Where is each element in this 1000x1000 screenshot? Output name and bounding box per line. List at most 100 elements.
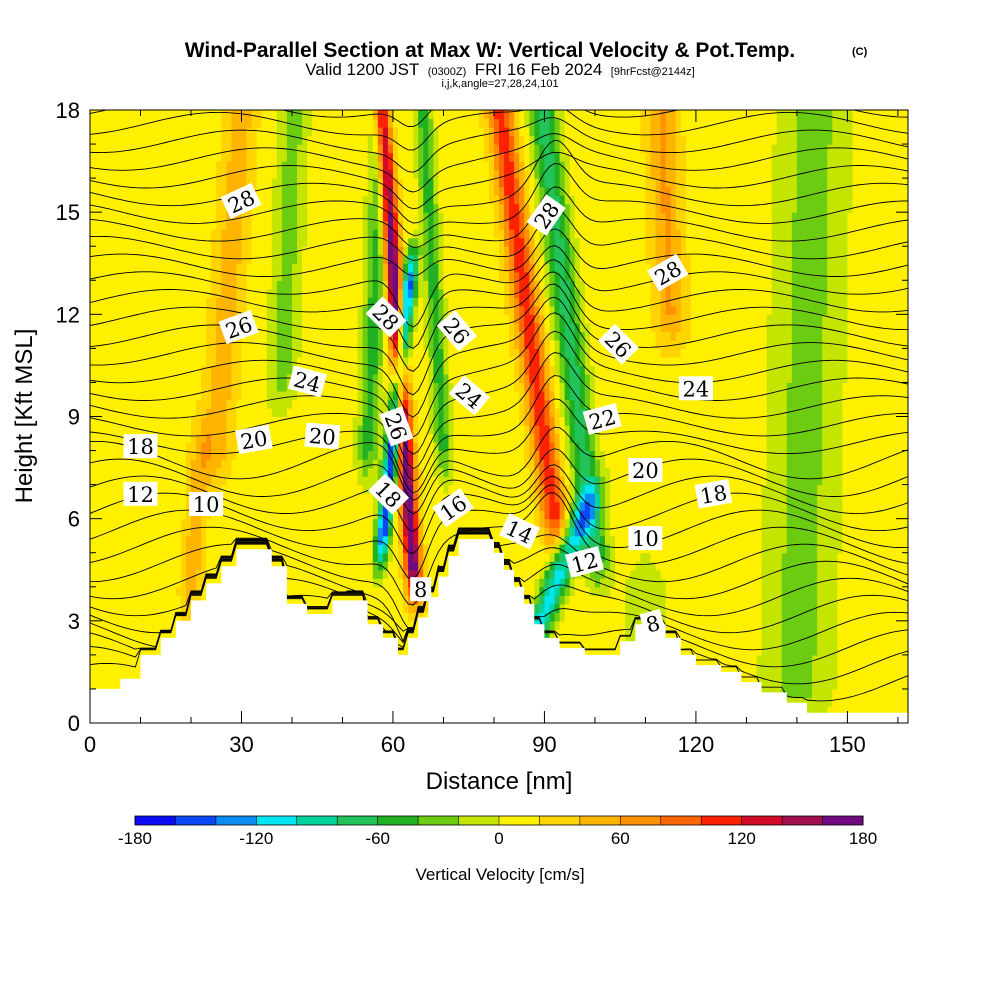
field-cell xyxy=(342,527,349,537)
field-cell xyxy=(791,467,798,477)
field-cell xyxy=(711,467,717,477)
field-cell xyxy=(827,586,833,596)
field-cell xyxy=(261,459,268,469)
field-cell xyxy=(468,476,475,486)
field-cell xyxy=(130,612,137,622)
field-cell xyxy=(564,544,571,554)
field-cell xyxy=(574,612,581,622)
field-cell xyxy=(433,535,440,545)
field-cell xyxy=(902,476,908,486)
field-cell xyxy=(271,476,278,486)
field-cell xyxy=(887,578,894,588)
field-cell xyxy=(579,476,586,486)
field-cell xyxy=(892,697,899,707)
field-cell xyxy=(751,578,758,588)
field-cell xyxy=(387,467,394,477)
field-cell xyxy=(756,501,763,511)
field-cell xyxy=(539,501,546,511)
field-cell xyxy=(382,612,389,622)
field-cell xyxy=(862,705,869,716)
field-cell xyxy=(726,646,732,656)
field-cell xyxy=(145,586,152,596)
field-cell xyxy=(504,501,510,511)
field-cell xyxy=(281,535,288,545)
field-cell xyxy=(660,578,667,588)
field-cell xyxy=(741,569,748,579)
field-cell xyxy=(736,620,742,630)
field-cell xyxy=(791,671,798,682)
field-cell xyxy=(382,578,389,588)
field-cell xyxy=(766,680,773,690)
field-cell xyxy=(827,535,833,545)
field-cell xyxy=(776,518,783,528)
field-cell xyxy=(801,688,808,699)
field-cell xyxy=(342,510,349,520)
field-cell xyxy=(145,552,152,562)
field-cell xyxy=(529,586,535,596)
field-cell xyxy=(615,535,621,545)
field-cell xyxy=(685,527,692,537)
field-cell xyxy=(791,654,798,664)
field-cell xyxy=(746,552,753,562)
field-cell xyxy=(196,595,202,605)
field-cell xyxy=(544,476,551,486)
field-cell xyxy=(140,612,147,622)
field-cell xyxy=(539,493,546,503)
field-cell xyxy=(902,467,908,477)
field-cell xyxy=(599,620,606,630)
field-cell xyxy=(413,518,419,528)
field-cell xyxy=(231,527,238,537)
field-cell xyxy=(524,561,530,571)
field-cell xyxy=(559,493,566,503)
field-cell xyxy=(796,561,803,571)
field-cell xyxy=(665,527,672,537)
field-cell xyxy=(882,552,889,562)
field-cell xyxy=(105,459,111,469)
field-cell xyxy=(685,518,692,528)
field-cell xyxy=(897,493,904,503)
field-cell xyxy=(615,544,621,554)
field-cell xyxy=(125,603,131,613)
field-cell xyxy=(110,476,116,486)
field-cell xyxy=(706,586,712,596)
field-cell xyxy=(847,671,854,682)
field-cell xyxy=(736,561,742,571)
field-cell xyxy=(387,578,394,588)
field-cell xyxy=(832,527,838,537)
field-cell xyxy=(877,595,884,605)
field-cell xyxy=(741,612,748,622)
field-cell xyxy=(584,586,591,596)
field-cell xyxy=(827,552,833,562)
field-cell xyxy=(736,467,742,477)
field-cell xyxy=(554,569,561,579)
field-cell xyxy=(165,544,172,554)
field-cell xyxy=(791,663,798,673)
field-cell xyxy=(483,459,490,469)
field-cell xyxy=(584,578,591,588)
field-cell xyxy=(286,467,293,477)
field-cell xyxy=(675,476,682,486)
field-cell xyxy=(463,518,470,528)
field-cell xyxy=(594,569,601,579)
field-cell xyxy=(488,467,495,477)
field-cell xyxy=(236,484,243,494)
field-cell xyxy=(605,561,611,571)
field-cell xyxy=(847,603,854,613)
field-cell xyxy=(251,484,258,494)
field-cell xyxy=(721,569,727,579)
field-cell xyxy=(100,476,106,486)
field-cell xyxy=(680,510,687,520)
field-cell xyxy=(206,484,212,494)
field-cell xyxy=(892,595,899,605)
field-cell xyxy=(726,578,732,588)
field-cell xyxy=(791,688,798,699)
field-cell xyxy=(362,484,369,494)
field-cell xyxy=(812,612,818,622)
field-cell xyxy=(711,612,717,622)
field-cell xyxy=(867,629,874,639)
field-cell xyxy=(140,586,147,596)
field-cell xyxy=(307,561,313,571)
field-cell xyxy=(266,493,273,503)
field-cell xyxy=(362,544,369,554)
field-cell xyxy=(246,467,253,477)
